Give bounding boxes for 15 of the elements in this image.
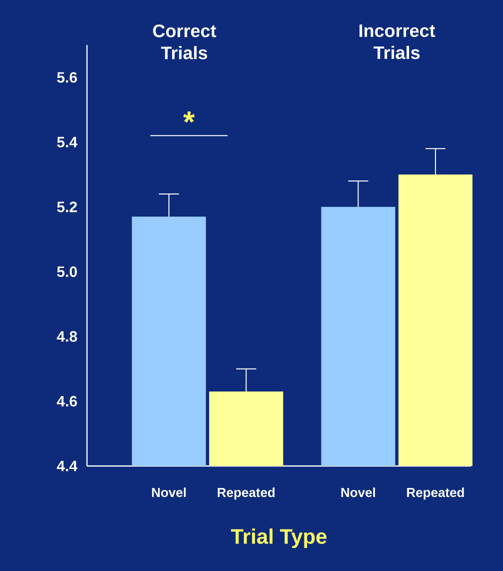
x-tick-label: Repeated	[218, 488, 275, 500]
y-tick-label: 4.4	[56, 460, 78, 472]
x-tick-label: Novel	[341, 488, 375, 498]
y-tick-label: 5.0	[57, 266, 77, 277]
y-tick-label: 5.4	[57, 136, 78, 148]
x-axis-title: Trial Type	[230, 528, 327, 548]
x-tick-label: Repeated	[407, 488, 464, 500]
annotation: Incorrect Trials	[360, 24, 436, 60]
y-tick-label: 4.8	[56, 331, 78, 342]
y-tick-label: 5.2	[57, 202, 77, 212]
x-tick-label: Novel	[152, 488, 186, 498]
y-tick-label: 4.6	[56, 396, 77, 407]
y-tick-label: 5.6	[57, 72, 77, 83]
annotation: *	[183, 112, 195, 123]
annotation: Correct Trials	[153, 24, 216, 60]
